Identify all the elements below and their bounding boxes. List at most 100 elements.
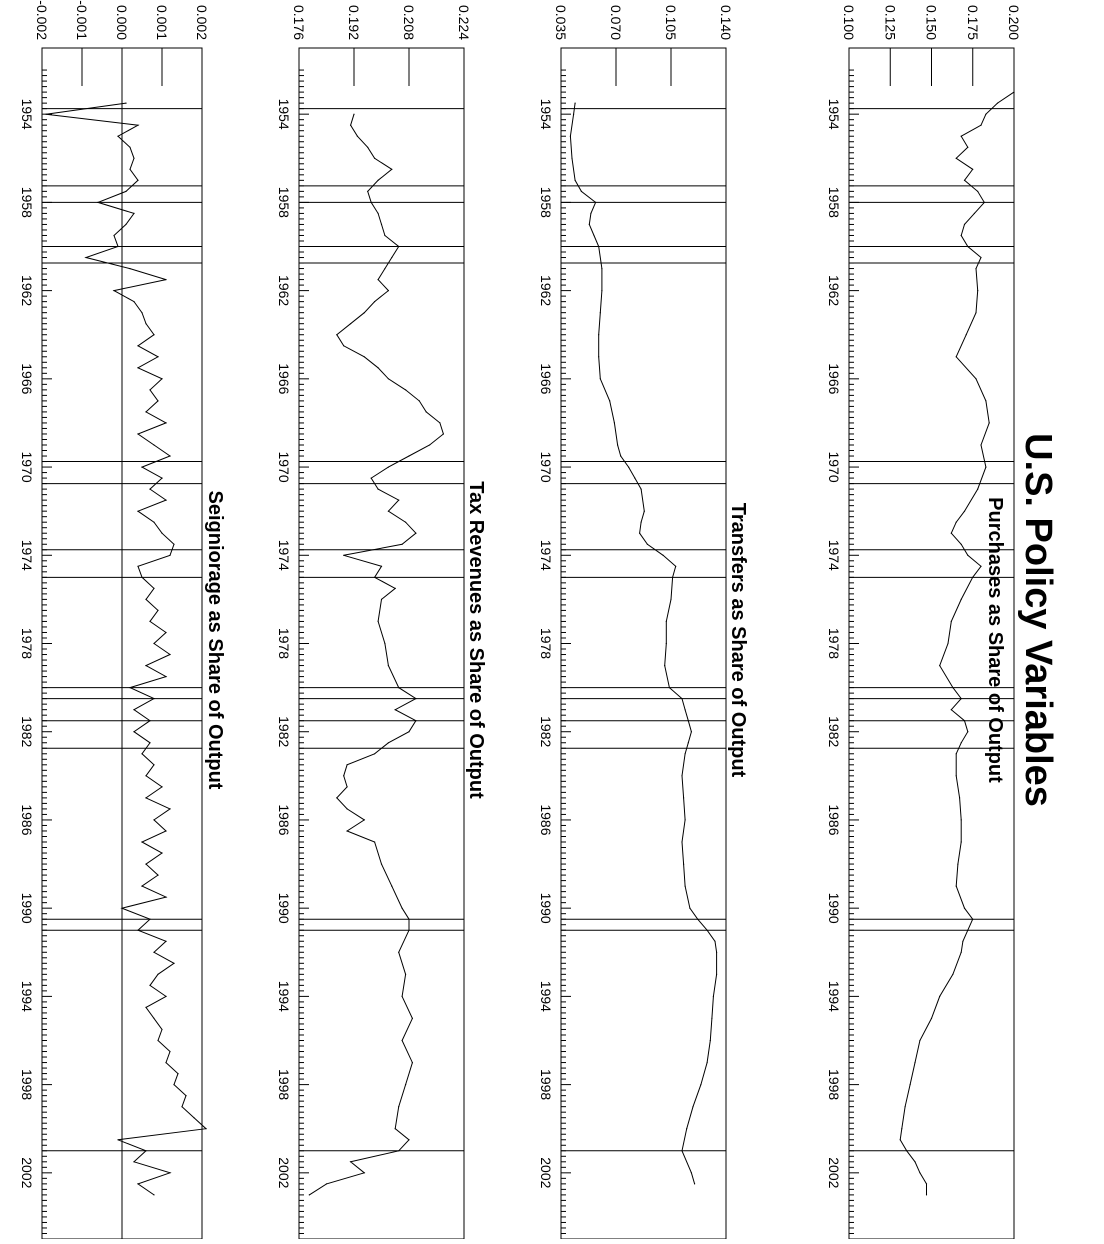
data-point <box>157 874 159 876</box>
data-point <box>161 532 163 534</box>
x-tick-label: 1966 <box>538 363 554 394</box>
data-point <box>125 102 127 104</box>
data-point <box>137 367 139 369</box>
data-point <box>373 157 376 159</box>
x-tick-label: 1982 <box>19 716 35 747</box>
data-point <box>137 565 139 567</box>
data-point <box>404 521 407 523</box>
data-point <box>145 775 147 777</box>
data-point <box>129 687 131 689</box>
data-point <box>177 1073 179 1075</box>
data-point <box>973 212 975 214</box>
data-point <box>689 907 691 909</box>
data-point <box>145 863 147 865</box>
data-point <box>169 653 171 656</box>
data-point <box>394 709 396 711</box>
data-point <box>609 400 611 402</box>
data-point <box>980 444 982 446</box>
data-point <box>664 665 666 667</box>
y-tick-label: 0.140 <box>718 5 734 40</box>
data-point <box>909 1084 911 1086</box>
plot-frame <box>298 47 465 1240</box>
data-point <box>137 929 139 931</box>
data-point <box>161 1028 163 1031</box>
data-point <box>601 290 603 292</box>
x-tick-label: 1958 <box>276 187 292 218</box>
data-point <box>149 742 151 744</box>
data-point <box>408 918 410 920</box>
x-tick-label: 1998 <box>538 1069 554 1100</box>
x-tick-label: 1986 <box>826 804 842 835</box>
data-point <box>952 973 954 975</box>
data-point <box>394 1128 396 1130</box>
data-point <box>367 190 369 192</box>
data-point <box>145 1006 147 1009</box>
data-point <box>343 345 345 347</box>
panel-title: Seigniorage as Share of Output <box>204 491 226 790</box>
data-point <box>442 433 444 435</box>
data-point <box>1013 91 1015 93</box>
data-point <box>955 885 957 887</box>
x-tick-label: 1994 <box>276 981 292 1012</box>
data-point <box>959 797 961 799</box>
data-point <box>613 422 615 424</box>
data-point <box>960 698 962 700</box>
data-point <box>165 631 167 634</box>
data-point <box>963 179 966 181</box>
data-point <box>384 268 386 270</box>
x-tick-label: 1990 <box>19 893 35 924</box>
data-point <box>387 510 389 512</box>
x-tick-label: 1978 <box>19 628 35 659</box>
series-line <box>569 103 718 1185</box>
data-point <box>173 1084 175 1086</box>
data-point <box>157 973 159 975</box>
data-point <box>634 477 636 479</box>
data-point <box>950 709 952 711</box>
data-point <box>683 863 685 865</box>
data-point <box>925 1183 928 1185</box>
y-tick-label: 0.000 <box>114 5 130 40</box>
series-line <box>309 114 444 1196</box>
data-point <box>598 245 600 248</box>
data-point <box>404 389 407 391</box>
x-tick-label: 1974 <box>19 540 35 571</box>
data-point <box>336 334 338 336</box>
data-point <box>137 510 139 512</box>
data-point <box>346 830 348 832</box>
data-point <box>153 1017 155 1020</box>
data-point <box>398 1150 400 1152</box>
x-tick-label: 1962 <box>276 275 292 306</box>
data-point <box>960 135 962 137</box>
data-point <box>425 411 427 413</box>
x-tick-label: 2002 <box>19 1157 35 1188</box>
data-point <box>967 554 969 556</box>
data-point <box>145 665 147 667</box>
panel-title: Tax Revenues as Share of Output <box>465 481 487 799</box>
data-point <box>173 962 175 964</box>
y-tick-label: 0.105 <box>663 5 679 40</box>
data-point <box>712 995 714 998</box>
data-point <box>384 642 386 645</box>
data-point <box>972 168 974 170</box>
data-point <box>599 312 601 314</box>
x-tick-label: 1974 <box>276 540 292 571</box>
data-point <box>363 356 365 358</box>
data-point <box>404 973 407 975</box>
data-point <box>977 190 979 192</box>
data-point <box>117 245 119 248</box>
data-point <box>377 620 379 623</box>
data-point <box>145 411 147 413</box>
data-point <box>149 918 151 920</box>
x-tick-label: 1974 <box>826 540 842 571</box>
data-point <box>983 201 985 203</box>
data-point <box>377 488 379 490</box>
data-point <box>595 201 597 203</box>
data-point <box>415 720 417 722</box>
data-point <box>145 598 147 601</box>
data-point <box>343 775 345 777</box>
data-point <box>145 323 147 325</box>
data-point <box>145 797 147 799</box>
data-point <box>980 565 982 567</box>
data-point <box>149 488 151 490</box>
x-tick-label: 1998 <box>276 1069 292 1100</box>
